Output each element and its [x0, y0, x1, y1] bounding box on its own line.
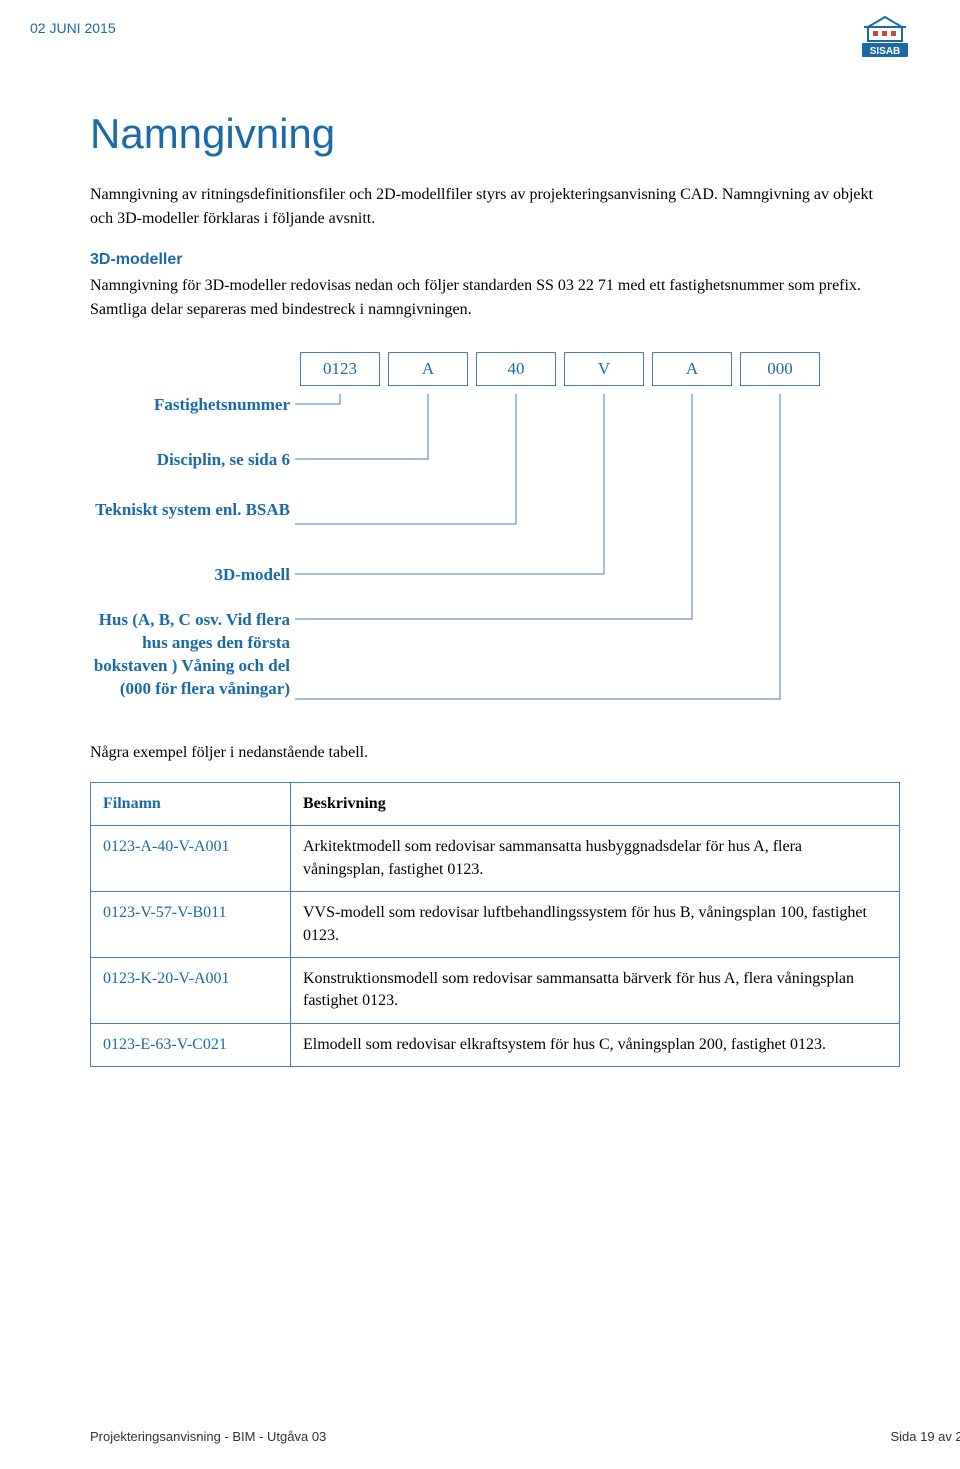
svg-text:SISAB: SISAB: [870, 46, 901, 57]
diagram-label-fastighet: Fastighetsnummer: [90, 394, 290, 417]
table-cell-filnamn: 0123-V-57-V-B011: [91, 892, 291, 958]
diagram-label-3dmodell: 3D-modell: [90, 564, 290, 587]
code-segment-fastighet: 0123: [300, 352, 380, 386]
code-segment-hus: A: [652, 352, 732, 386]
intro-paragraph: Namngivning av ritningsdefinitionsfiler …: [90, 183, 900, 231]
table-row: 0123-E-63-V-C021 Elmodell som redovisar …: [91, 1023, 900, 1066]
table-cell-filnamn: 0123-K-20-V-A001: [91, 957, 291, 1023]
code-segment-disciplin: A: [388, 352, 468, 386]
diagram-label-disciplin: Disciplin, se sida 6: [90, 449, 290, 472]
page-footer: Projekteringsanvisning - BIM - Utgåva 03…: [90, 1429, 960, 1444]
code-segment-tekniskt: 40: [476, 352, 556, 386]
header-date: 02 JUNI 2015: [30, 20, 116, 36]
table-intro: Några exempel följer i nedanstående tabe…: [90, 744, 900, 762]
subsection-heading: 3D-modeller: [90, 251, 900, 269]
table-cell-beskrivning: VVS-modell som redovisar luftbehandlings…: [291, 892, 900, 958]
table-row: 0123-A-40-V-A001 Arkitektmodell som redo…: [91, 826, 900, 892]
diagram-label-tekniskt: Tekniskt system enl. BSAB: [90, 499, 290, 522]
table-cell-filnamn: 0123-E-63-V-C021: [91, 1023, 291, 1066]
diagram-label-hus: Hus (A, B, C osv. Vid flera hus anges de…: [90, 609, 290, 701]
naming-diagram: 0123 A 40 V A 000 Fastighetsnummer Disci…: [90, 352, 900, 734]
table-header-beskrivning: Beskrivning: [291, 783, 900, 826]
page-title: Namngivning: [90, 110, 900, 158]
table-cell-filnamn: 0123-A-40-V-A001: [91, 826, 291, 892]
table-cell-beskrivning: Konstruktionsmodell som redovisar samman…: [291, 957, 900, 1023]
sisab-logo: SISAB: [860, 15, 910, 65]
table-row: 0123-V-57-V-B011 VVS-modell som redovisa…: [91, 892, 900, 958]
table-cell-beskrivning: Elmodell som redovisar elkraftsystem för…: [291, 1023, 900, 1066]
examples-table: Filnamn Beskrivning 0123-A-40-V-A001 Ark…: [90, 782, 900, 1067]
table-header-filnamn: Filnamn: [91, 783, 291, 826]
footer-right: Sida 19 av 21: [890, 1429, 960, 1444]
table-cell-beskrivning: Arkitektmodell som redovisar sammansatta…: [291, 826, 900, 892]
code-segment-3dmodell: V: [564, 352, 644, 386]
code-segment-vaning: 000: [740, 352, 820, 386]
table-header-row: Filnamn Beskrivning: [91, 783, 900, 826]
table-row: 0123-K-20-V-A001 Konstruktionsmodell som…: [91, 957, 900, 1023]
subsection-paragraph: Namngivning för 3D-modeller redovisas ne…: [90, 274, 900, 322]
footer-left: Projekteringsanvisning - BIM - Utgåva 03: [90, 1429, 326, 1444]
